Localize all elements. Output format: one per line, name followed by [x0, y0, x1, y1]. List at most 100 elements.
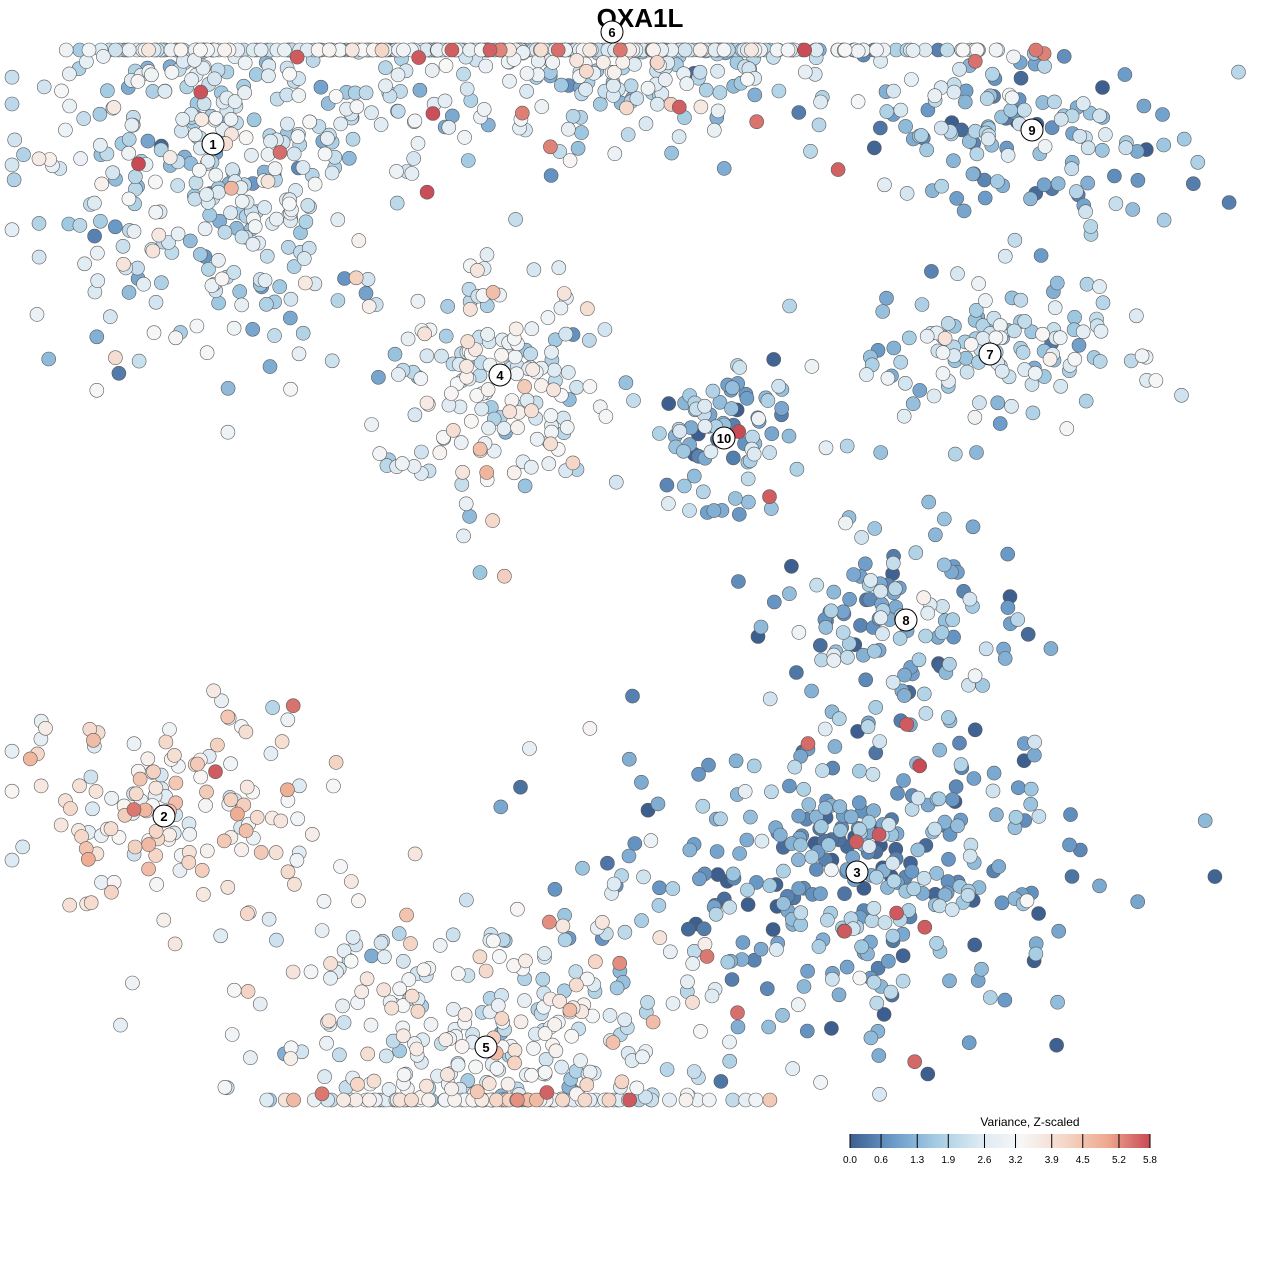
cell-point-cluster-1 — [267, 328, 282, 343]
cell-point-cluster-6 — [592, 96, 608, 112]
cell-point-cluster-4 — [472, 565, 488, 580]
cell-point-cluster-4 — [485, 513, 500, 528]
cell-point-cluster-2 — [140, 751, 156, 767]
cell-point-cluster-8 — [867, 521, 883, 536]
cell-point-cluster-5 — [678, 1092, 694, 1108]
colorbar-tick-label: 5.8 — [1143, 1155, 1157, 1166]
cell-point-cluster-5 — [454, 1039, 470, 1054]
cell-point-cluster-2 — [141, 861, 156, 877]
cell-point-cluster-2 — [4, 783, 20, 799]
cell-point-cluster-9 — [1037, 139, 1053, 154]
cell-point-cluster-1 — [170, 178, 185, 193]
cell-point-cluster-5 — [269, 932, 284, 948]
cell-point-cluster-3 — [759, 981, 775, 997]
cell-point-cluster-3 — [1063, 807, 1078, 822]
cell-point-cluster-9 — [933, 120, 949, 136]
cell-point-cluster-3 — [776, 863, 791, 879]
cell-point-cluster-2 — [240, 906, 255, 921]
cell-point-cluster-7 — [914, 297, 930, 312]
cell-point-cluster-6 — [706, 122, 722, 138]
cell-point-cluster-1 — [267, 161, 283, 176]
cell-point-cluster-4 — [553, 300, 569, 316]
cell-point-cluster-3 — [818, 800, 833, 816]
cell-point-cluster-1 — [111, 365, 127, 381]
cell-point-cluster-9 — [927, 88, 943, 103]
cell-point-cluster-5 — [662, 1092, 677, 1108]
cell-point-cluster-5 — [395, 953, 411, 969]
cell-point-cluster-2 — [223, 792, 239, 808]
cell-point-cluster-3 — [1023, 796, 1038, 812]
cell-point-cluster-9 — [893, 102, 909, 118]
cell-point-cluster-1 — [81, 42, 97, 58]
cluster-label-8: 8 — [894, 608, 918, 632]
cell-point-cluster-3 — [1197, 813, 1213, 829]
cell-point-cluster-4 — [556, 286, 572, 301]
cell-point-cluster-1 — [193, 42, 208, 58]
cell-point-cluster-3 — [1050, 994, 1065, 1010]
colorbar-tick-label: 1.3 — [910, 1155, 924, 1166]
cell-point-cluster-7 — [1059, 421, 1075, 436]
cell-point-cluster-10 — [762, 445, 777, 460]
cell-point-cluster-4 — [440, 299, 456, 314]
cell-point-cluster-3 — [974, 961, 989, 977]
cell-point-cluster-1 — [29, 307, 45, 322]
cell-point-cluster-1 — [378, 78, 393, 94]
cell-point-cluster-3 — [885, 855, 901, 871]
cell-point-cluster-2 — [274, 734, 290, 749]
cell-point-cluster-1 — [238, 130, 254, 145]
cell-point-cluster-5 — [336, 943, 352, 959]
cell-point-cluster-3 — [967, 722, 983, 738]
cell-point-cluster-4 — [544, 344, 559, 360]
cell-point-cluster-3 — [920, 1066, 936, 1082]
cell-point-cluster-10 — [764, 426, 780, 442]
cell-point-cluster-4 — [459, 359, 474, 374]
cell-point-cluster-3 — [833, 823, 848, 838]
cell-point-cluster-5 — [537, 1065, 553, 1080]
cell-point-cluster-1 — [225, 162, 240, 177]
cell-point-cluster-5 — [378, 1048, 394, 1064]
cell-point-cluster-2 — [326, 778, 341, 794]
cluster-label-text: 9 — [1028, 123, 1035, 138]
cell-point-cluster-9 — [1017, 102, 1032, 118]
cell-point-cluster-7 — [1027, 365, 1043, 381]
cell-point-cluster-5 — [485, 933, 501, 949]
cell-point-cluster-8 — [1000, 600, 1016, 615]
cell-point-cluster-9 — [1036, 177, 1052, 193]
cell-point-cluster-2 — [220, 709, 236, 725]
cell-point-cluster-3 — [815, 763, 830, 778]
cell-point-cluster-4 — [413, 371, 429, 386]
cell-point-cluster-3 — [691, 766, 706, 782]
cell-point-cluster-2 — [280, 864, 296, 880]
cell-point-cluster-9 — [969, 146, 985, 162]
cell-point-cluster-6 — [412, 82, 428, 98]
cluster-labels: 1 2 3 4 5 6 7 8 9 10 — [152, 20, 1044, 1059]
cell-point-cluster-2 — [289, 852, 305, 868]
cell-point-cluster-2 — [181, 855, 197, 870]
cell-point-cluster-3 — [1207, 869, 1223, 884]
cell-point-cluster-5 — [384, 1000, 400, 1016]
cell-point-cluster-10 — [661, 396, 677, 411]
cell-point-cluster-6 — [374, 42, 390, 58]
cell-point-cluster-6 — [869, 42, 884, 58]
cell-point-cluster-6 — [482, 42, 498, 58]
cell-point-cluster-3 — [793, 905, 809, 921]
cell-point-cluster-6 — [565, 109, 581, 124]
cell-point-cluster-4 — [543, 436, 558, 452]
cell-point-cluster-1 — [330, 212, 346, 227]
cell-point-cluster-4 — [494, 347, 509, 363]
cell-point-cluster-5 — [336, 1092, 351, 1108]
cell-point-cluster-6 — [946, 84, 962, 100]
cell-point-cluster-4 — [524, 403, 539, 419]
cell-point-cluster-5 — [541, 914, 557, 930]
cell-point-cluster-3 — [793, 837, 808, 853]
colorbar-tick-label: 3.2 — [1009, 1155, 1023, 1166]
cell-point-cluster-5 — [457, 1007, 473, 1023]
cell-point-cluster-8 — [921, 494, 937, 510]
cell-point-cluster-5 — [643, 833, 659, 848]
cell-point-cluster-8 — [853, 618, 868, 633]
cell-point-cluster-5 — [636, 869, 651, 885]
cell-point-cluster-8 — [753, 619, 769, 635]
cell-point-cluster-9 — [1083, 219, 1098, 234]
cell-point-cluster-5 — [500, 1076, 516, 1092]
cell-point-cluster-8 — [804, 683, 819, 699]
